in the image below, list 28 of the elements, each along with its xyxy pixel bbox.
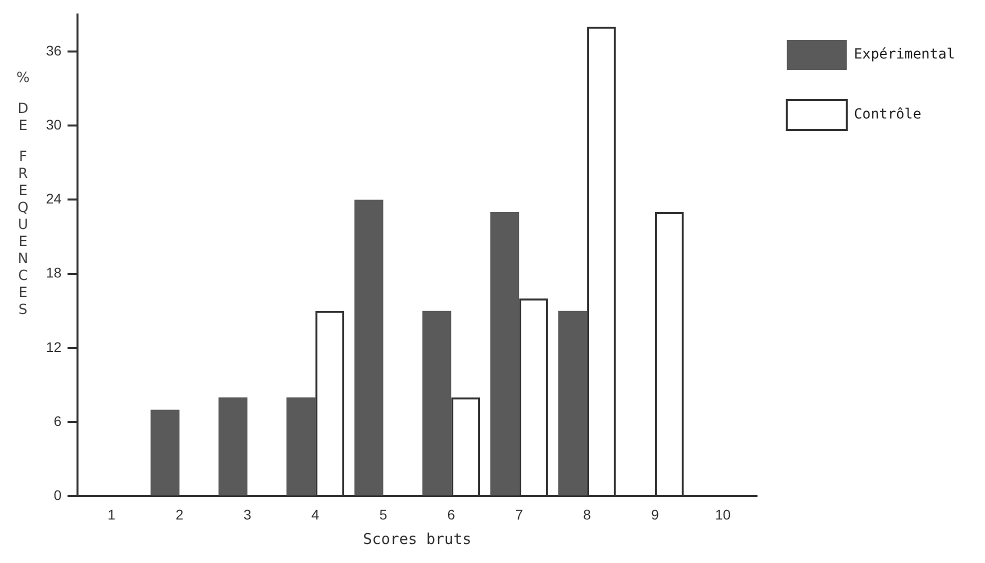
y-tick-label: 12 xyxy=(46,338,62,355)
text: % DE FREQUENCES xyxy=(16,70,30,318)
y-tick-label: 24 xyxy=(46,190,62,207)
legend-label: Expérimental xyxy=(854,46,956,63)
legend-label: Contrôle xyxy=(854,106,922,123)
x-tick-label: 6 xyxy=(447,506,456,522)
y-tick-label: 0 xyxy=(54,487,62,504)
bar xyxy=(286,397,316,496)
x-axis-title: Scores bruts xyxy=(363,530,472,548)
x-tick-label: 3 xyxy=(243,506,252,522)
y-tick-label: 36 xyxy=(46,42,62,58)
x-tick-label: 9 xyxy=(651,506,660,522)
x-tick-label: 10 xyxy=(715,506,731,522)
bar xyxy=(422,310,452,496)
x-tick-label: 1 xyxy=(108,506,116,522)
x-tick-label: 7 xyxy=(515,506,524,522)
y-tick-label: 30 xyxy=(46,116,62,132)
bar xyxy=(150,410,180,496)
bar xyxy=(558,310,588,496)
x-tick-label: 4 xyxy=(311,506,320,522)
x-tick-label: 5 xyxy=(379,506,388,522)
y-tick-label: 18 xyxy=(46,264,62,281)
bar xyxy=(218,397,248,496)
bar xyxy=(354,200,384,496)
x-tick-label: 2 xyxy=(176,506,184,522)
y-tick-label: 6 xyxy=(54,412,62,429)
x-tick-label: 8 xyxy=(583,506,592,522)
bar xyxy=(490,212,520,496)
